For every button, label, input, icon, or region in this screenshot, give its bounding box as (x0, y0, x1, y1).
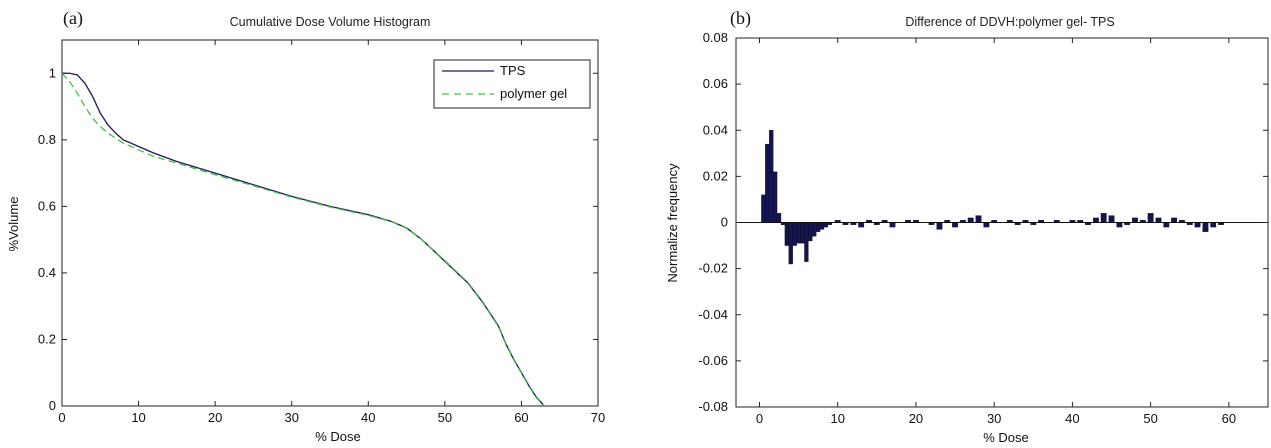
legend-box (433, 59, 591, 109)
difference-bar (983, 222, 990, 228)
panel-a-label: (a) (63, 8, 83, 29)
difference-bar (823, 222, 829, 228)
y-tick-label: 0 (49, 398, 56, 413)
difference-bar (858, 222, 865, 228)
x-tick-label: 30 (284, 410, 298, 425)
panel-a-y-ticks: 0 0.2 0.4 0.6 0.8 1 (38, 65, 598, 413)
difference-bar (975, 215, 982, 223)
panel-b-x-axis-label: % Dose (983, 430, 1029, 445)
panel-b: (b) Difference of DDVH:polymer gel- TPS … (665, 8, 1269, 445)
difference-bar (967, 217, 974, 223)
x-tick-label: 20 (909, 411, 923, 426)
difference-bar (1171, 217, 1178, 223)
x-tick-label: 20 (208, 410, 222, 425)
difference-bar (769, 130, 774, 223)
difference-bar (776, 213, 782, 223)
y-tick-label: 0.8 (38, 132, 56, 147)
y-tick-label: 0.4 (38, 265, 56, 280)
y-tick-label: 0.6 (38, 198, 56, 213)
panel-b-label: (b) (730, 8, 751, 29)
panel-a-title: Cumulative Dose Volume Histogram (230, 15, 431, 29)
difference-bar (889, 222, 896, 228)
difference-bar (800, 222, 805, 244)
difference-bar (784, 222, 789, 246)
difference-bar (1116, 222, 1123, 228)
y-tick-label: 0 (721, 215, 728, 230)
legend-tps-label: TPS (500, 63, 526, 78)
difference-bar (1194, 222, 1201, 228)
x-tick-label: 0 (756, 411, 763, 426)
difference-bar (812, 222, 817, 237)
x-tick-label: 10 (131, 410, 145, 425)
y-tick-label: 0.2 (38, 331, 56, 346)
difference-bar (1092, 217, 1099, 223)
y-tick-label: 0.08 (703, 30, 728, 45)
legend: TPS polymer gel (433, 59, 591, 109)
x-tick-label: 60 (1222, 411, 1236, 426)
panel-a-x-ticks: 0 10 20 30 40 50 60 70 (58, 40, 605, 425)
panel-a-axes-box (61, 39, 599, 407)
x-tick-label: 30 (987, 411, 1001, 426)
x-tick-label: 50 (438, 410, 452, 425)
x-tick-label: 40 (361, 410, 375, 425)
x-tick-label: 40 (1065, 411, 1079, 426)
difference-bar (796, 222, 801, 244)
panel-b-bars (761, 130, 1224, 265)
panel-b-x-ticks: 0 10 20 30 40 50 60 (756, 38, 1236, 426)
y-tick-label: 0.06 (703, 76, 728, 91)
x-tick-label: 70 (591, 410, 605, 425)
y-tick-label: -0.02 (698, 261, 728, 276)
x-tick-label: 0 (58, 410, 65, 425)
panel-a-y-axis-label: %Volume (6, 197, 21, 252)
x-tick-label: 50 (1143, 411, 1157, 426)
difference-bar (1132, 217, 1138, 223)
y-tick-label: -0.08 (698, 399, 728, 414)
panel-a-series (61, 72, 545, 407)
y-tick-label: 1 (49, 65, 56, 80)
polymer-gel-line (61, 72, 545, 407)
difference-bar (788, 222, 793, 265)
difference-bar (773, 171, 778, 223)
difference-bar (1202, 222, 1209, 232)
panel-b-y-axis-label: Normalize frequency (665, 163, 680, 283)
difference-bar (1155, 217, 1162, 223)
difference-bar (952, 222, 958, 228)
panel-b-y-ticks: -0.08 -0.06 -0.04 -0.02 0 0.02 0.04 0.06 0.08 (698, 30, 1268, 414)
x-tick-label: 60 (514, 410, 528, 425)
difference-bar (761, 194, 766, 223)
tps-line (62, 72, 545, 407)
difference-bar (819, 222, 825, 230)
difference-bar (804, 222, 809, 262)
difference-bar (765, 143, 770, 223)
x-tick-label: 10 (830, 411, 844, 426)
y-tick-label: -0.04 (698, 307, 728, 322)
legend-gel-label: polymer gel (500, 86, 567, 101)
difference-bar (1210, 222, 1217, 228)
difference-bar (936, 222, 943, 230)
difference-bar (816, 222, 821, 232)
panel-a: (a) Cumulative Dose Volume Histogram 0 10… (6, 8, 605, 444)
difference-bar (1100, 213, 1107, 223)
difference-bar (1108, 215, 1115, 223)
y-tick-label: 0.04 (703, 122, 728, 137)
difference-bar (1147, 213, 1154, 223)
y-tick-label: 0.02 (703, 168, 728, 183)
difference-bar (1163, 222, 1170, 228)
difference-bar (808, 222, 813, 242)
difference-bar (792, 222, 797, 246)
y-tick-label: -0.06 (698, 353, 728, 368)
panel-a-x-axis-label: % Dose (315, 429, 361, 444)
panel-b-title: Difference of DDVH:polymer gel- TPS (905, 15, 1114, 29)
